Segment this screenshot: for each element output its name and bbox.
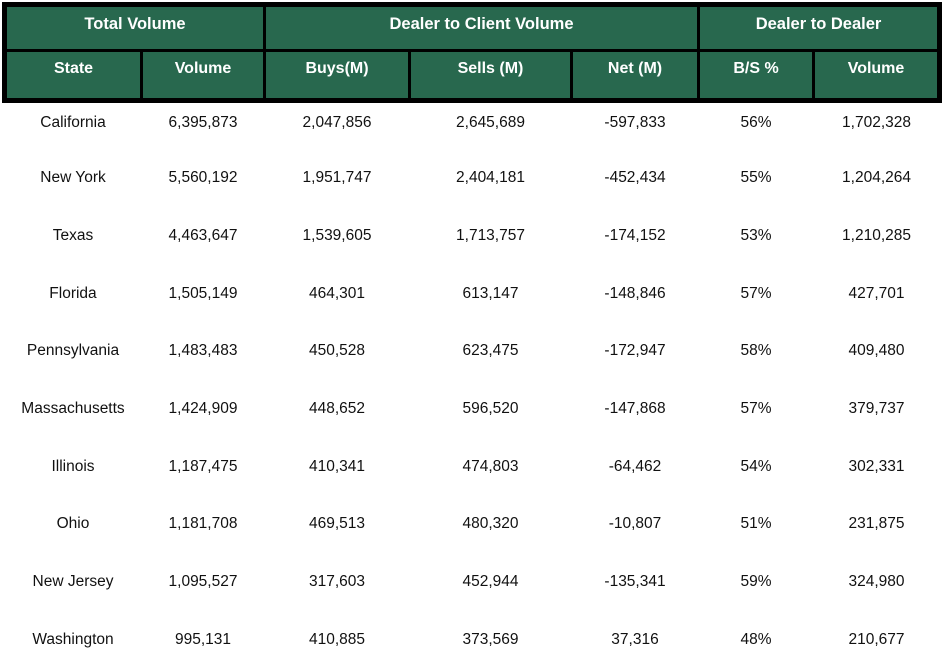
cell-state: Texas [4, 215, 142, 274]
table-row: Massachusetts 1,424,909 448,652 596,520 -147… [4, 388, 940, 447]
cell-d2d-volume: 1,210,285 [813, 215, 940, 274]
table-row: New York 5,560,192 1,951,747 2,404,181 -452,… [4, 158, 940, 216]
cell-buys: 1,539,605 [264, 215, 410, 274]
cell-bs-percent: 54% [698, 446, 814, 505]
group-header-total-volume: Total Volume [2, 2, 266, 52]
column-header-row: State Volume Buys(M) Sells (M) Net (M) B… [2, 49, 943, 103]
cell-state: New York [4, 158, 142, 216]
cell-d2d-volume: 302,331 [813, 446, 940, 505]
cell-sells: 1,713,757 [409, 215, 572, 274]
table-row: New Jersey 1,095,527 317,603 452,944 -135,34… [4, 562, 940, 620]
cell-d2d-volume: 210,677 [813, 619, 940, 665]
cell-state: Illinois [4, 446, 142, 505]
cell-total-volume: 4,463,647 [141, 215, 265, 274]
cell-sells: 2,645,689 [409, 100, 572, 159]
cell-bs-percent: 53% [698, 215, 814, 274]
col-header-buys: Buys(M) [263, 49, 411, 103]
cell-d2d-volume: 1,702,328 [813, 100, 940, 159]
cell-sells: 480,320 [409, 504, 572, 562]
cell-bs-percent: 57% [698, 388, 814, 447]
cell-total-volume: 1,505,149 [141, 273, 265, 332]
cell-total-volume: 1,483,483 [141, 331, 265, 389]
cell-net: -135,341 [571, 562, 699, 620]
cell-state: Pennsylvania [4, 331, 142, 389]
col-header-d2d-volume: Volume [812, 49, 943, 103]
cell-sells: 613,147 [409, 273, 572, 332]
cell-buys: 317,603 [264, 562, 410, 620]
cell-net: -597,833 [571, 100, 699, 159]
cell-total-volume: 1,187,475 [141, 446, 265, 505]
cell-sells: 596,520 [409, 388, 572, 447]
cell-bs-percent: 59% [698, 562, 814, 620]
table-row: Ohio 1,181,708 469,513 480,320 -10,807 51% 231… [4, 504, 940, 562]
cell-d2d-volume: 379,737 [813, 388, 940, 447]
table-row: California 6,395,873 2,047,856 2,645,689 -59… [4, 100, 940, 159]
cell-net: -174,152 [571, 215, 699, 274]
cell-total-volume: 1,181,708 [141, 504, 265, 562]
cell-sells: 623,475 [409, 331, 572, 389]
cell-buys: 448,652 [264, 388, 410, 447]
table-row: Illinois 1,187,475 410,341 474,803 -64,462 54… [4, 446, 940, 505]
cell-bs-percent: 55% [698, 158, 814, 216]
cell-net: -172,947 [571, 331, 699, 389]
table-body: California 6,395,873 2,047,856 2,645,689 -59… [4, 100, 940, 665]
table-row: Texas 4,463,647 1,539,605 1,713,757 -174,152… [4, 215, 940, 274]
cell-bs-percent: 51% [698, 504, 814, 562]
cell-state: New Jersey [4, 562, 142, 620]
cell-net: -10,807 [571, 504, 699, 562]
cell-buys: 410,341 [264, 446, 410, 505]
cell-net: -64,462 [571, 446, 699, 505]
cell-state: Washington [4, 619, 142, 665]
cell-total-volume: 6,395,873 [141, 100, 265, 159]
cell-net: 37,316 [571, 619, 699, 665]
cell-bs-percent: 58% [698, 331, 814, 389]
group-header-dealer-to-client: Dealer to Client Volume [262, 2, 701, 52]
cell-total-volume: 1,424,909 [141, 388, 265, 447]
cell-bs-percent: 57% [698, 273, 814, 332]
cell-total-volume: 5,560,192 [141, 158, 265, 216]
group-header-dealer-to-dealer: Dealer to Dealer [697, 2, 943, 52]
cell-state: California [4, 100, 142, 159]
cell-buys: 464,301 [264, 273, 410, 332]
col-header-state: State [2, 49, 143, 103]
cell-buys: 450,528 [264, 331, 410, 389]
cell-d2d-volume: 324,980 [813, 562, 940, 620]
col-header-total-volume: Volume [140, 49, 266, 103]
col-header-bs-percent: B/S % [697, 49, 816, 103]
cell-state: Massachusetts [4, 388, 142, 447]
cell-buys: 1,951,747 [264, 158, 410, 216]
cell-d2d-volume: 427,701 [813, 273, 940, 332]
cell-net: -147,868 [571, 388, 699, 447]
cell-d2d-volume: 1,204,264 [813, 158, 940, 216]
cell-buys: 2,047,856 [264, 100, 410, 159]
cell-sells: 2,404,181 [409, 158, 572, 216]
cell-buys: 469,513 [264, 504, 410, 562]
cell-bs-percent: 48% [698, 619, 814, 665]
cell-d2d-volume: 409,480 [813, 331, 940, 389]
cell-total-volume: 1,095,527 [141, 562, 265, 620]
cell-sells: 452,944 [409, 562, 572, 620]
cell-state: Ohio [4, 504, 142, 562]
cell-buys: 410,885 [264, 619, 410, 665]
group-header-row: Total Volume Dealer to Client Volume Dea… [2, 2, 943, 52]
cell-d2d-volume: 231,875 [813, 504, 940, 562]
table-row: Pennsylvania 1,483,483 450,528 623,475 -172,… [4, 331, 940, 389]
cell-sells: 474,803 [409, 446, 572, 505]
cell-bs-percent: 56% [698, 100, 814, 159]
cell-net: -452,434 [571, 158, 699, 216]
table-row: Washington 995,131 410,885 373,569 37,316 48%… [4, 619, 940, 665]
cell-total-volume: 995,131 [141, 619, 265, 665]
cell-sells: 373,569 [409, 619, 572, 665]
table-row: Florida 1,505,149 464,301 613,147 -148,846 57… [4, 273, 940, 332]
col-header-net: Net (M) [569, 49, 701, 103]
table-header: Total Volume Dealer to Client Volume Dea… [2, 2, 943, 103]
cell-net: -148,846 [571, 273, 699, 332]
cell-state: Florida [4, 273, 142, 332]
col-header-sells: Sells (M) [408, 49, 573, 103]
